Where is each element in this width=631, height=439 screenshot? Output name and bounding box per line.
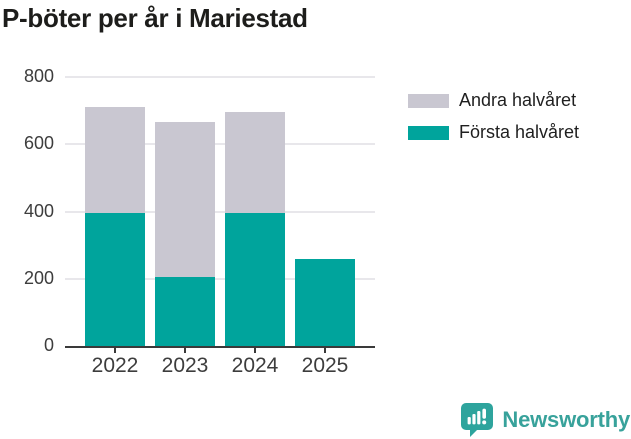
plot-area xyxy=(65,76,375,353)
legend-item: Andra halvåret xyxy=(408,90,579,111)
gridline-200 xyxy=(65,277,375,280)
y-axis-tick-label: 200 xyxy=(23,267,54,288)
legend-swatch xyxy=(408,93,449,108)
bar-2023 xyxy=(155,122,215,346)
bar-2025 xyxy=(295,258,355,346)
y-axis-tick-label: 0 xyxy=(43,335,54,355)
x-axis-tick xyxy=(324,346,326,353)
x-axis-tick-label: 2023 xyxy=(161,354,209,377)
gridline-800 xyxy=(65,76,375,78)
x-axis-tick xyxy=(184,346,186,353)
legend-label: Första halvåret xyxy=(459,122,580,142)
bar-segment-2022-forsta xyxy=(85,213,145,346)
bar-segment-2023-andra xyxy=(155,122,215,278)
bar-segment-2022-andra xyxy=(85,107,145,214)
legend-label: Andra halvåret xyxy=(459,90,577,110)
bars-container xyxy=(65,77,375,346)
bar-segment-2024-andra xyxy=(225,112,285,214)
legend-swatch xyxy=(408,125,449,140)
gridline-600 xyxy=(65,143,375,146)
y-axis-tick-label: 400 xyxy=(23,200,54,221)
chart-title: P-böter per år i Mariestad xyxy=(2,3,308,33)
x-axis-tick-label: 2024 xyxy=(231,354,279,377)
bar-segment-2025-forsta xyxy=(295,258,355,346)
brand-footer: Newsworthy xyxy=(460,402,630,437)
x-axis-tick-label: 2022 xyxy=(91,354,139,377)
x-axis-labels: 2022 2023 2024 2025 xyxy=(65,354,375,380)
bar-2022 xyxy=(85,107,145,346)
newsworthy-logo-icon xyxy=(461,403,494,437)
y-axis-tick-label: 600 xyxy=(23,133,54,154)
bar-segment-2024-forsta xyxy=(225,213,285,346)
legend-item: Första halvåret xyxy=(408,122,579,143)
legend: Andra halvåret Första halvåret xyxy=(408,90,579,154)
x-axis-tick xyxy=(114,346,116,353)
gridline-400 xyxy=(65,210,375,213)
y-axis-tick-label: 800 xyxy=(23,66,54,86)
brand-name: Newsworthy xyxy=(502,406,630,432)
bar-2024 xyxy=(225,112,285,346)
y-axis-labels: 0 200 400 600 800 xyxy=(0,67,54,354)
bar-segment-2023-forsta xyxy=(155,277,215,346)
x-axis-tick xyxy=(254,346,256,353)
x-axis-tick-label: 2025 xyxy=(301,354,349,377)
